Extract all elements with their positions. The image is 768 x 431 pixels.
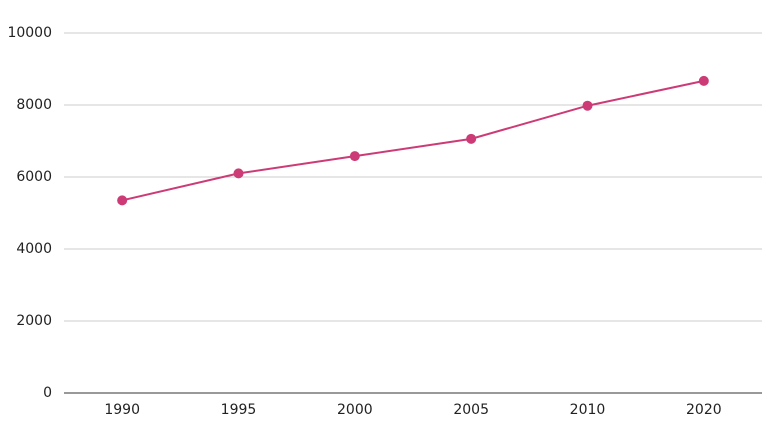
x-tick-label: 2010	[570, 402, 606, 418]
line	[121, 79, 705, 202]
x-tick-label: 2000	[337, 402, 373, 418]
x-tick-label: 2005	[453, 402, 489, 418]
point	[698, 75, 709, 86]
x-tick-label: 2020	[686, 402, 722, 418]
point	[233, 168, 244, 179]
y-tick-label: 10000	[7, 25, 52, 41]
point	[582, 100, 593, 111]
y-tick-label: 6000	[16, 169, 52, 185]
y-tick-label: 2000	[16, 313, 52, 329]
y-tick-label: 0	[43, 385, 52, 401]
point	[349, 151, 360, 162]
y-tick-label: 4000	[16, 241, 52, 257]
point	[117, 195, 128, 206]
point	[466, 133, 477, 144]
x-tick-label: 1995	[221, 402, 257, 418]
x-tick-label: 1990	[104, 402, 140, 418]
y-tick-label: 8000	[16, 97, 52, 113]
